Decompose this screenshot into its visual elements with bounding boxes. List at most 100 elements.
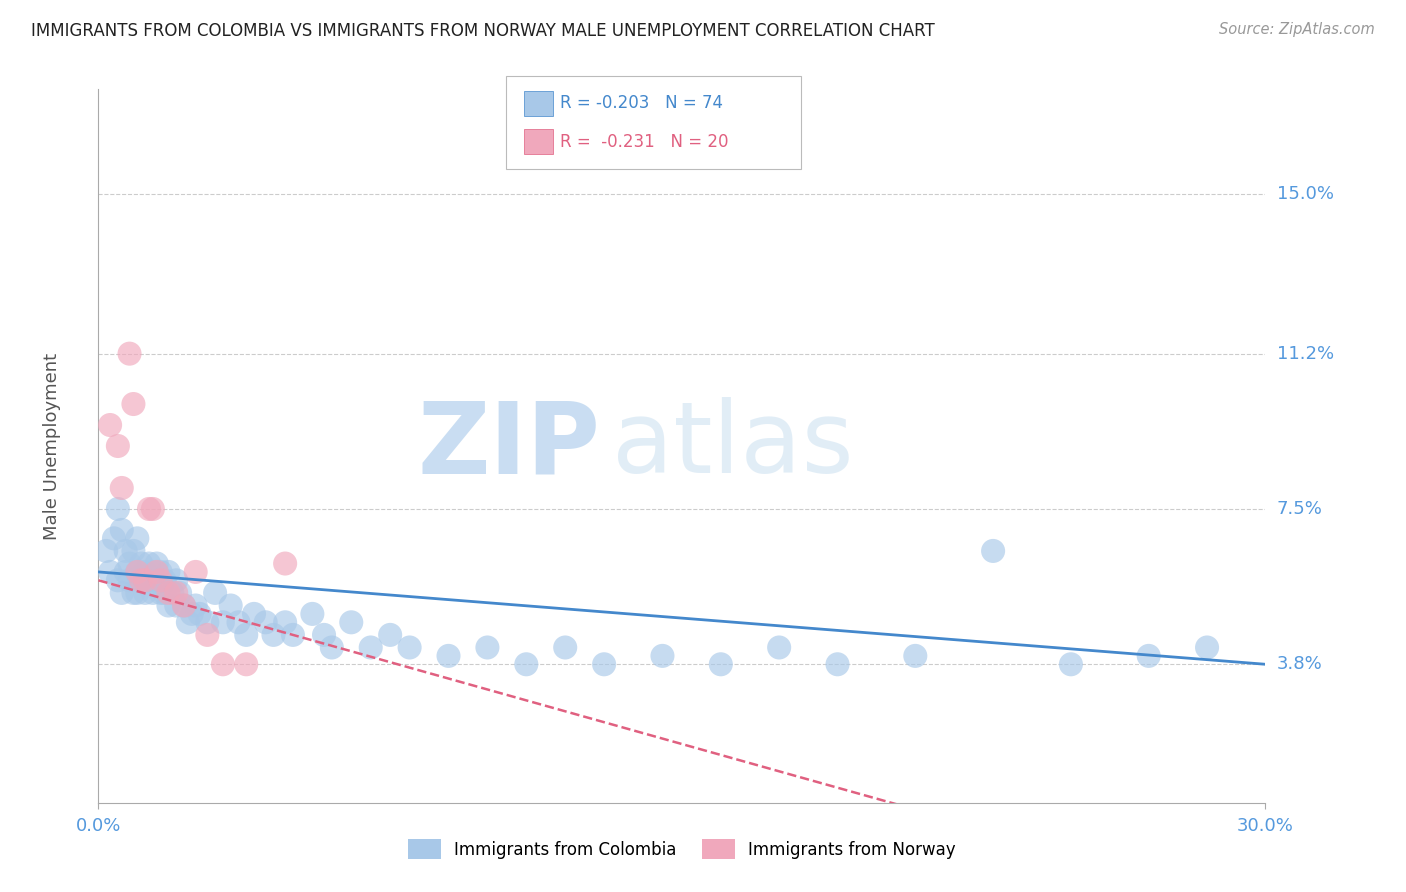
Point <box>127 532 149 546</box>
Point <box>212 615 235 630</box>
Legend: Immigrants from Colombia, Immigrants from Norway: Immigrants from Colombia, Immigrants fro… <box>408 839 956 859</box>
Point <box>651 648 673 663</box>
Point <box>243 607 266 621</box>
Point <box>281 628 304 642</box>
Point <box>165 586 187 600</box>
Text: atlas: atlas <box>612 398 853 494</box>
Point <box>188 607 211 621</box>
Point <box>142 502 165 516</box>
Point <box>1195 640 1218 655</box>
Point <box>98 565 121 579</box>
Point <box>134 574 156 588</box>
Point <box>149 586 172 600</box>
Point <box>162 586 184 600</box>
Point <box>157 586 180 600</box>
Point <box>157 565 180 579</box>
Point <box>262 628 284 642</box>
Text: R = -0.203   N = 74: R = -0.203 N = 74 <box>560 95 723 112</box>
Text: 3.8%: 3.8% <box>1277 656 1322 673</box>
Point <box>398 640 420 655</box>
Text: 15.0%: 15.0% <box>1277 186 1333 203</box>
Point <box>904 648 927 663</box>
Point <box>103 532 125 546</box>
Point <box>146 557 169 571</box>
Point <box>177 615 200 630</box>
Point <box>212 657 235 672</box>
Point <box>111 523 134 537</box>
Text: Male Unemployment: Male Unemployment <box>42 352 60 540</box>
Point <box>142 586 165 600</box>
Point <box>235 657 257 672</box>
Point <box>1060 657 1083 672</box>
Point <box>981 544 1004 558</box>
Point <box>173 599 195 613</box>
Point <box>340 615 363 630</box>
Point <box>127 565 149 579</box>
Point <box>768 640 790 655</box>
Point <box>118 557 141 571</box>
Point <box>515 657 537 672</box>
Text: Source: ZipAtlas.com: Source: ZipAtlas.com <box>1219 22 1375 37</box>
Point <box>138 574 160 588</box>
Point <box>274 615 297 630</box>
Point <box>127 565 149 579</box>
Point <box>301 607 323 621</box>
Point <box>554 640 576 655</box>
Point <box>114 544 136 558</box>
Point <box>219 599 242 613</box>
Point <box>173 599 195 613</box>
Point <box>96 544 118 558</box>
Point <box>127 586 149 600</box>
Point <box>122 586 145 600</box>
Point <box>111 586 134 600</box>
Point <box>274 557 297 571</box>
Text: ZIP: ZIP <box>418 398 600 494</box>
Text: R =  -0.231   N = 20: R = -0.231 N = 20 <box>560 133 728 151</box>
Point <box>321 640 343 655</box>
Point <box>129 574 152 588</box>
Point <box>149 565 172 579</box>
Point <box>146 574 169 588</box>
Point <box>312 628 335 642</box>
Point <box>146 565 169 579</box>
Point <box>118 574 141 588</box>
Point <box>1137 648 1160 663</box>
Point <box>380 628 402 642</box>
Text: 7.5%: 7.5% <box>1277 500 1323 518</box>
Point <box>169 586 191 600</box>
Point <box>184 599 207 613</box>
Point <box>98 417 121 432</box>
Point <box>165 574 187 588</box>
Text: IMMIGRANTS FROM COLOMBIA VS IMMIGRANTS FROM NORWAY MALE UNEMPLOYMENT CORRELATION: IMMIGRANTS FROM COLOMBIA VS IMMIGRANTS F… <box>31 22 935 40</box>
Point <box>827 657 849 672</box>
Point <box>184 565 207 579</box>
Point <box>235 628 257 642</box>
Point <box>129 574 152 588</box>
Point <box>157 599 180 613</box>
Point <box>114 565 136 579</box>
Text: 11.2%: 11.2% <box>1277 344 1334 363</box>
Point <box>254 615 277 630</box>
Point <box>153 574 176 588</box>
Point <box>142 565 165 579</box>
Point <box>195 615 218 630</box>
Point <box>180 607 202 621</box>
Point <box>122 544 145 558</box>
Point <box>710 657 733 672</box>
Point <box>134 574 156 588</box>
Point <box>477 640 499 655</box>
Point <box>204 586 226 600</box>
Point <box>195 628 218 642</box>
Point <box>134 586 156 600</box>
Point <box>122 397 145 411</box>
Point <box>165 599 187 613</box>
Point <box>138 557 160 571</box>
Point <box>134 565 156 579</box>
Point <box>107 574 129 588</box>
Point <box>153 586 176 600</box>
Point <box>129 557 152 571</box>
Point <box>437 648 460 663</box>
Point <box>593 657 616 672</box>
Point <box>138 502 160 516</box>
Point <box>118 346 141 360</box>
